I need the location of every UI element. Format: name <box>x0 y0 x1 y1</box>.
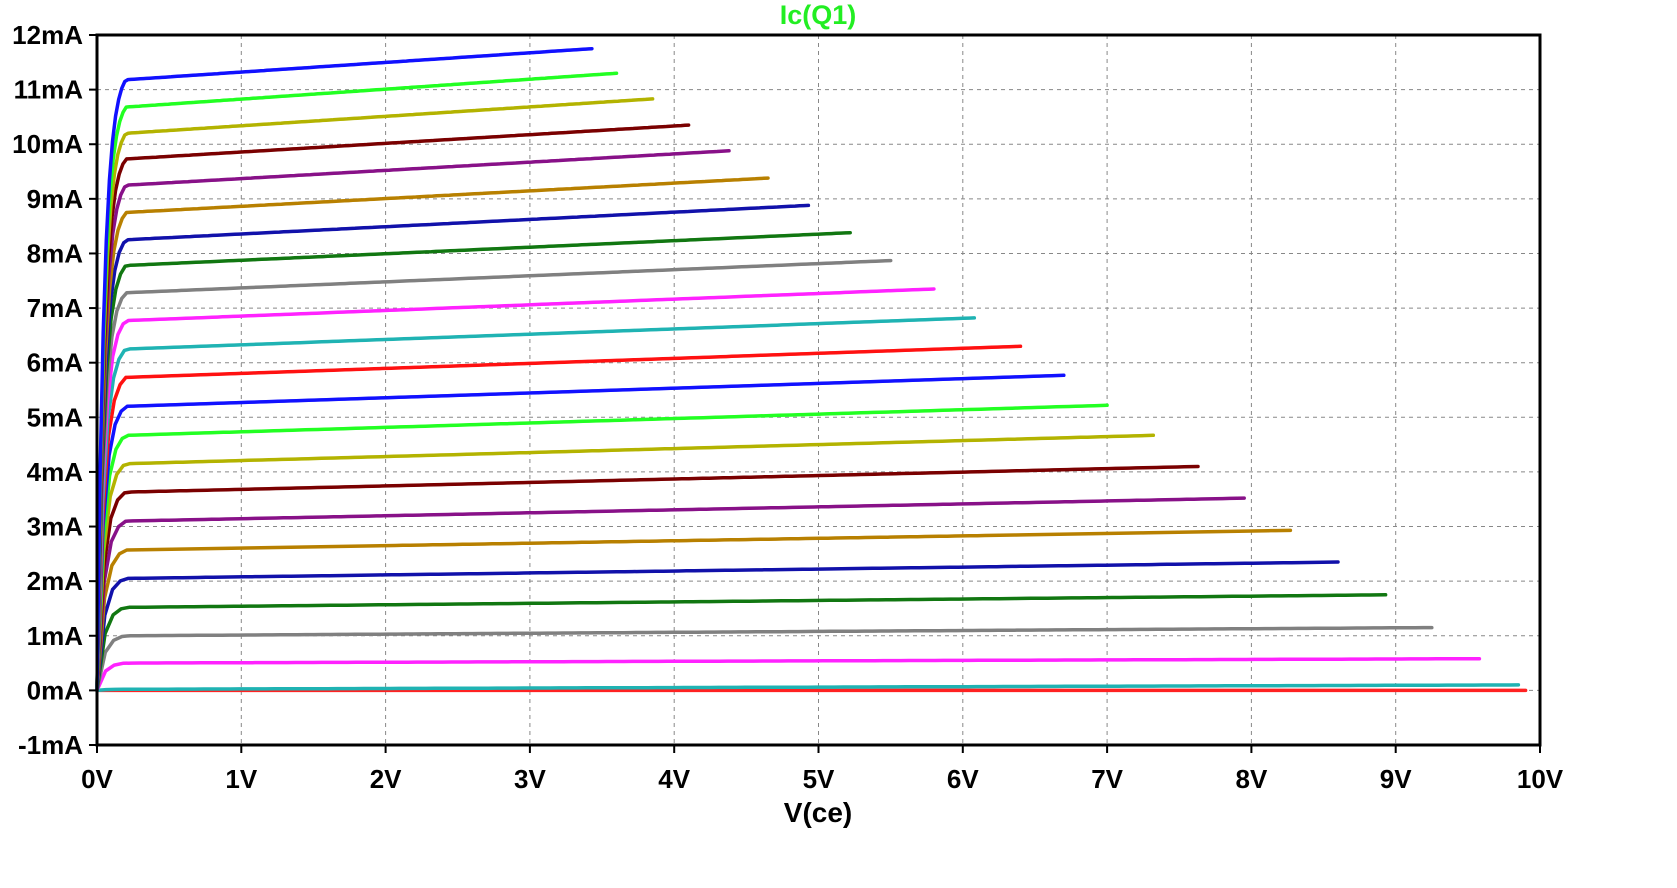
series-line <box>95 230 852 693</box>
y-tick-label: 3mA <box>27 512 84 542</box>
y-tick-label: 0mA <box>27 675 84 705</box>
series-line <box>95 203 811 693</box>
series-line <box>95 560 1340 693</box>
y-tick-label: 12mA <box>12 20 83 50</box>
series-line <box>95 373 1066 693</box>
y-tick-labels: 12mA 11mA 10mA 9mA 8mA 7mA 6mA 5mA 4mA 3mA 2mA 1mA 0… <box>12 20 83 760</box>
series-curves <box>95 46 1528 693</box>
y-tick-label: 9mA <box>27 184 84 214</box>
y-tick-label: 10mA <box>12 129 83 159</box>
x-tick-label: 10V <box>1517 764 1564 794</box>
series-line <box>95 287 936 693</box>
x-tick-label: 2V <box>370 764 402 794</box>
y-tick-label: 11mA <box>14 75 84 105</box>
x-axis-title: V(ce) <box>784 797 852 828</box>
x-tick-label: 1V <box>225 764 257 794</box>
series-line <box>95 344 1023 693</box>
series-line <box>95 123 691 693</box>
series-line <box>95 403 1109 693</box>
y-tick-label: 6mA <box>27 348 84 378</box>
x-tick-label: 8V <box>1235 764 1267 794</box>
chart-title: Ic(Q1) <box>780 0 857 30</box>
x-tick-label: 0V <box>81 764 113 794</box>
x-tick-label: 7V <box>1091 764 1123 794</box>
x-tick-label: 9V <box>1380 764 1412 794</box>
series-line <box>95 625 1434 693</box>
series-line <box>95 433 1156 693</box>
series-line <box>95 496 1246 693</box>
x-tick-label: 4V <box>658 764 690 794</box>
series-line <box>95 593 1388 693</box>
y-tick-label: 8mA <box>27 238 84 268</box>
x-tick-label: 3V <box>514 764 546 794</box>
y-tick-label: -1mA <box>18 730 83 760</box>
series-line <box>95 46 594 693</box>
series-line <box>95 97 655 693</box>
series-line <box>95 316 977 693</box>
series-line <box>95 149 731 693</box>
axis-ticks <box>89 34 1541 753</box>
y-tick-label: 7mA <box>27 293 84 323</box>
x-tick-label: 5V <box>803 764 835 794</box>
series-line <box>95 528 1293 693</box>
series-line <box>95 656 1482 693</box>
y-tick-label: 4mA <box>27 457 84 487</box>
y-tick-label: 2mA <box>27 566 84 596</box>
y-tick-label: 5mA <box>27 402 84 432</box>
series-line <box>95 258 893 693</box>
x-tick-labels: 0V 1V 2V 3V 4V 5V 6V 7V 8V 9V 10V <box>81 764 1564 794</box>
series-line <box>95 683 1521 693</box>
series-line <box>95 464 1200 693</box>
x-tick-label: 6V <box>947 764 979 794</box>
y-tick-label: 1mA <box>27 621 84 651</box>
series-line <box>95 176 770 693</box>
series-line <box>95 71 619 693</box>
